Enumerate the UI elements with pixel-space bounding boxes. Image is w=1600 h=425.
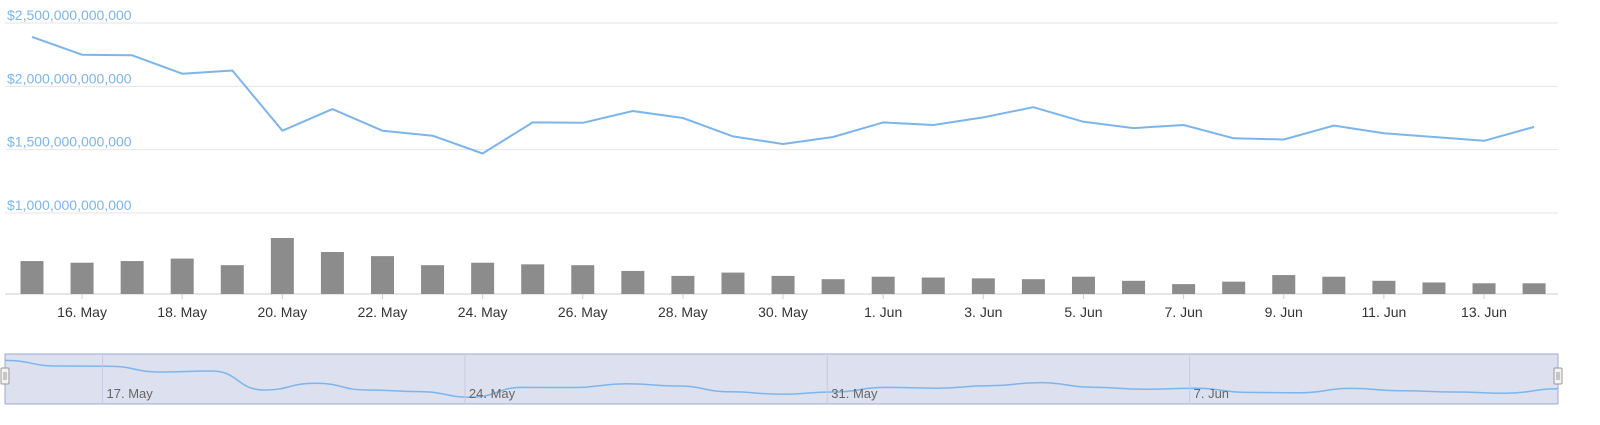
navigator-selected-range[interactable] [4, 353, 1559, 405]
x-tick-label: 20. May [257, 304, 307, 320]
price-point[interactable] [830, 134, 836, 140]
volume-bar[interactable] [1021, 279, 1045, 294]
y-tick-label: $1,000,000,000,000 [7, 197, 132, 213]
navigator-right-handle[interactable] [1553, 367, 1563, 385]
x-tick-label: 18. May [157, 304, 207, 320]
price-point[interactable] [1531, 124, 1537, 130]
price-point[interactable] [1431, 134, 1437, 140]
price-point[interactable] [1231, 135, 1237, 141]
volume-bar[interactable] [971, 278, 995, 294]
price-point[interactable] [880, 119, 886, 125]
x-tick-label: 13. Jun [1461, 304, 1507, 320]
price-point[interactable] [1281, 137, 1287, 143]
price-point[interactable] [29, 34, 35, 40]
price-point[interactable] [1080, 119, 1086, 125]
price-point[interactable] [179, 71, 185, 77]
price-point[interactable] [630, 108, 636, 114]
volume-bar[interactable] [771, 275, 795, 294]
price-point[interactable] [1030, 104, 1036, 110]
volume-bar[interactable] [1472, 283, 1496, 294]
x-tick-label: 30. May [758, 304, 808, 320]
volume-bar[interactable] [320, 252, 344, 294]
price-point[interactable] [1181, 122, 1187, 128]
navigator[interactable]: 17. May 24. May 31. May 7. Jun [0, 353, 1563, 405]
navigator-tick-label: 7. Jun [1194, 386, 1229, 401]
price-point[interactable] [1481, 138, 1487, 144]
price-point[interactable] [329, 106, 335, 112]
volume-bar[interactable] [921, 277, 945, 294]
x-tick-label: 5. Jun [1064, 304, 1102, 320]
navigator-tick-label: 31. May [831, 386, 878, 401]
volume-bar[interactable] [220, 265, 244, 294]
price-point[interactable] [1131, 125, 1137, 131]
volume-bar[interactable] [421, 265, 445, 294]
volume-bar[interactable] [621, 270, 645, 294]
navigator-tick-label: 24. May [469, 386, 516, 401]
x-tick-label: 22. May [358, 304, 408, 320]
x-tick-label: 28. May [658, 304, 708, 320]
volume-bar[interactable] [821, 279, 845, 294]
x-tick-label: 9. Jun [1265, 304, 1303, 320]
x-tick-label: 3. Jun [964, 304, 1002, 320]
price-point[interactable] [1331, 123, 1337, 129]
navigator-tick-label: 17. May [107, 386, 154, 401]
price-point[interactable] [680, 115, 686, 121]
volume-bar[interactable] [370, 256, 394, 294]
price-point[interactable] [1381, 130, 1387, 136]
volume-bar[interactable] [1122, 280, 1146, 294]
price-point[interactable] [980, 114, 986, 120]
price-point[interactable] [279, 128, 285, 134]
volume-bar[interactable] [1322, 276, 1346, 294]
y-tick-label: $2,500,000,000,000 [7, 7, 132, 23]
price-point[interactable] [930, 122, 936, 128]
x-tick-label: 7. Jun [1165, 304, 1203, 320]
price-point[interactable] [580, 120, 586, 126]
x-tick-label: 1. Jun [864, 304, 902, 320]
price-point[interactable] [780, 141, 786, 147]
price-point[interactable] [530, 119, 536, 125]
volume-bar[interactable] [170, 258, 194, 294]
x-tick-label: 24. May [458, 304, 508, 320]
x-tick-label: 16. May [57, 304, 107, 320]
volume-bar[interactable] [20, 261, 44, 294]
volume-bar[interactable] [1172, 284, 1196, 294]
volume-bar[interactable] [1071, 276, 1095, 294]
volume-bar[interactable] [1422, 282, 1446, 294]
x-tick-label: 11. Jun [1361, 304, 1406, 320]
volume-bar[interactable] [721, 272, 745, 294]
navigator-left-handle[interactable] [0, 367, 10, 385]
navigator-series-line [4, 359, 1559, 398]
volume-bar[interactable] [671, 275, 695, 294]
volume-bar[interactable] [1522, 283, 1546, 294]
volume-bar[interactable] [1372, 280, 1396, 294]
price-point[interactable] [79, 52, 85, 58]
volume-bar[interactable] [120, 261, 144, 294]
price-point[interactable] [129, 52, 135, 58]
price-point[interactable] [229, 68, 235, 74]
x-tick-label: 26. May [558, 304, 608, 320]
volume-bar[interactable] [571, 265, 595, 294]
price-point[interactable] [480, 150, 486, 156]
y-tick-label: $1,500,000,000,000 [7, 134, 132, 150]
volume-bar[interactable] [270, 238, 294, 294]
volume-bar[interactable] [1272, 275, 1296, 294]
volume-bar[interactable] [1222, 281, 1246, 294]
y-tick-label: $2,000,000,000,000 [7, 70, 132, 86]
volume-bar[interactable] [70, 262, 94, 294]
price-series-line[interactable] [31, 35, 1535, 155]
price-point[interactable] [730, 133, 736, 139]
volume-bar[interactable] [471, 262, 495, 294]
volume-bar[interactable] [871, 276, 895, 294]
handle-body[interactable] [1553, 367, 1563, 385]
handle-body[interactable] [0, 367, 10, 385]
volume-bar[interactable] [521, 264, 545, 294]
price-point[interactable] [379, 128, 385, 134]
price-point[interactable] [430, 133, 436, 139]
